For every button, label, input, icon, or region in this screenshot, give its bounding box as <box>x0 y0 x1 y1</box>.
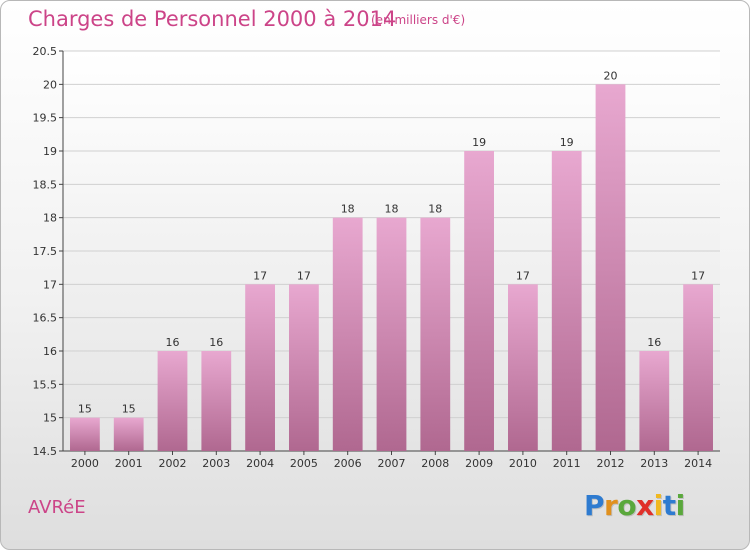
y-tick-label: 14.5 <box>33 445 58 458</box>
y-tick-label: 17.5 <box>33 245 58 258</box>
x-tick-label: 2011 <box>553 457 581 470</box>
bar <box>420 217 451 451</box>
x-tick-label: 2012 <box>597 457 625 470</box>
bar-value-label: 19 <box>472 136 486 149</box>
y-tick-label: 15.5 <box>33 378 58 391</box>
x-tick-label: 2006 <box>334 457 362 470</box>
bar-value-label: 19 <box>560 136 574 149</box>
bar-value-label: 18 <box>385 203 399 216</box>
bar <box>639 351 670 451</box>
y-tick-label: 15 <box>43 412 57 425</box>
x-tick-label: 2000 <box>71 457 99 470</box>
y-tick-label: 18.5 <box>33 178 58 191</box>
y-tick-label: 18 <box>43 212 57 225</box>
bar-value-label: 20 <box>604 69 618 82</box>
logo-letter: x <box>636 489 654 522</box>
bar <box>464 151 494 451</box>
x-tick-label: 2008 <box>421 457 449 470</box>
y-tick-label: 20 <box>43 78 57 91</box>
chart-subtitle: (en milliers d'€) <box>371 13 466 27</box>
bar <box>683 284 713 451</box>
bar-value-label: 18 <box>428 203 442 216</box>
bar <box>245 284 275 451</box>
y-tick-label: 19 <box>43 145 57 158</box>
logo-letter: i <box>653 489 664 522</box>
x-tick-label: 2001 <box>115 457 143 470</box>
bar-value-label: 16 <box>166 336 180 349</box>
logo-letter: r <box>604 489 618 522</box>
bar <box>551 151 582 451</box>
logo-letter: t <box>662 489 676 522</box>
proxiti-logo[interactable]: Proxiti <box>584 489 685 522</box>
x-tick-label: 2002 <box>159 457 187 470</box>
bar-value-label: 15 <box>122 403 136 416</box>
bar <box>70 417 100 451</box>
y-tick-label: 16.5 <box>33 312 58 325</box>
bar <box>157 351 188 451</box>
x-tick-label: 2014 <box>684 457 712 470</box>
x-tick-label: 2004 <box>246 457 274 470</box>
x-tick-label: 2005 <box>290 457 318 470</box>
bar <box>113 417 144 451</box>
bar <box>508 284 538 451</box>
y-tick-label: 20.5 <box>33 45 58 58</box>
bar-value-label: 17 <box>253 269 267 282</box>
logo-letter: o <box>617 489 637 522</box>
town-name: AVRéE <box>28 497 86 518</box>
bar <box>332 217 363 451</box>
bar-value-label: 17 <box>691 269 705 282</box>
bar-value-label: 17 <box>516 269 530 282</box>
y-tick-label: 19.5 <box>33 112 58 125</box>
y-tick-label: 16 <box>43 345 57 358</box>
bar <box>289 284 319 451</box>
bar-value-label: 16 <box>647 336 661 349</box>
y-tick-label: 17 <box>43 278 57 291</box>
bar-value-label: 16 <box>209 336 223 349</box>
x-tick-label: 2009 <box>465 457 493 470</box>
bar <box>595 84 626 451</box>
logo-letter: i <box>675 489 686 522</box>
logo-letter: P <box>584 489 605 522</box>
bar-value-label: 17 <box>297 269 311 282</box>
x-tick-label: 2003 <box>202 457 230 470</box>
bar <box>201 351 232 451</box>
x-tick-label: 2007 <box>378 457 406 470</box>
chart-title: Charges de Personnel 2000 à 2014 <box>28 7 397 31</box>
x-tick-label: 2013 <box>640 457 668 470</box>
bar <box>376 217 407 451</box>
bar-value-label: 18 <box>341 203 355 216</box>
x-tick-label: 2010 <box>509 457 537 470</box>
bar-value-label: 15 <box>78 403 92 416</box>
